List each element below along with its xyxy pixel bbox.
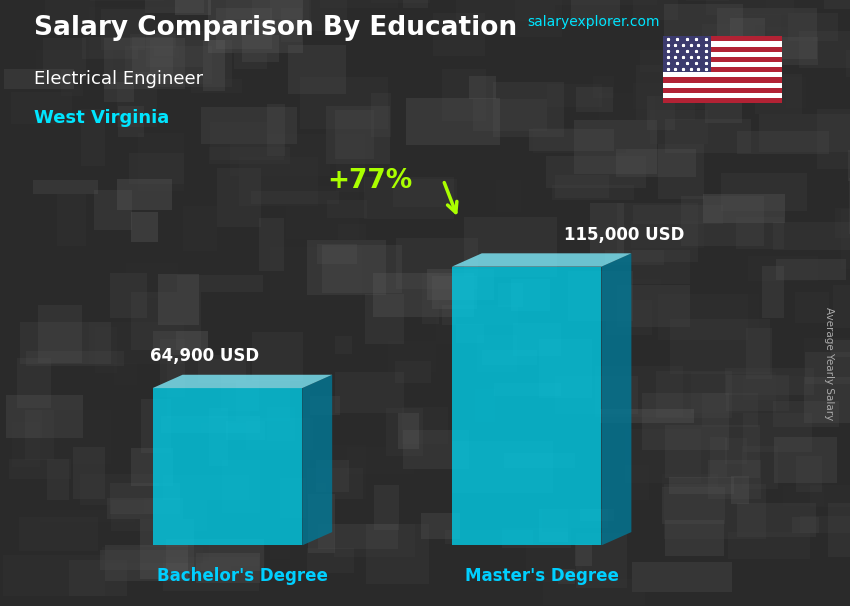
Text: Electrical Engineer: Electrical Engineer <box>34 70 203 88</box>
Text: Average Yearly Salary: Average Yearly Salary <box>824 307 834 420</box>
Bar <box>663 52 782 57</box>
Polygon shape <box>153 375 332 388</box>
Bar <box>663 36 782 41</box>
Bar <box>663 88 782 93</box>
FancyBboxPatch shape <box>452 267 602 545</box>
Bar <box>663 67 782 72</box>
Text: salaryexplorer.com: salaryexplorer.com <box>527 15 660 29</box>
Text: 115,000 USD: 115,000 USD <box>564 225 684 244</box>
Text: Bachelor's Degree: Bachelor's Degree <box>157 567 328 585</box>
Bar <box>663 41 782 47</box>
Text: Master's Degree: Master's Degree <box>465 567 619 585</box>
Bar <box>663 36 711 72</box>
Bar <box>663 98 782 103</box>
Polygon shape <box>303 375 332 545</box>
Bar <box>663 72 782 78</box>
Text: +77%: +77% <box>327 168 412 193</box>
Bar <box>663 57 782 62</box>
Bar <box>663 47 782 52</box>
Polygon shape <box>452 253 632 267</box>
Text: West Virginia: West Virginia <box>34 109 169 127</box>
Bar <box>663 82 782 88</box>
Polygon shape <box>602 253 632 545</box>
Text: 64,900 USD: 64,900 USD <box>150 347 259 365</box>
FancyBboxPatch shape <box>153 388 303 545</box>
Text: Salary Comparison By Education: Salary Comparison By Education <box>34 15 517 41</box>
Bar <box>663 93 782 98</box>
Bar <box>663 62 782 67</box>
Bar <box>663 78 782 82</box>
